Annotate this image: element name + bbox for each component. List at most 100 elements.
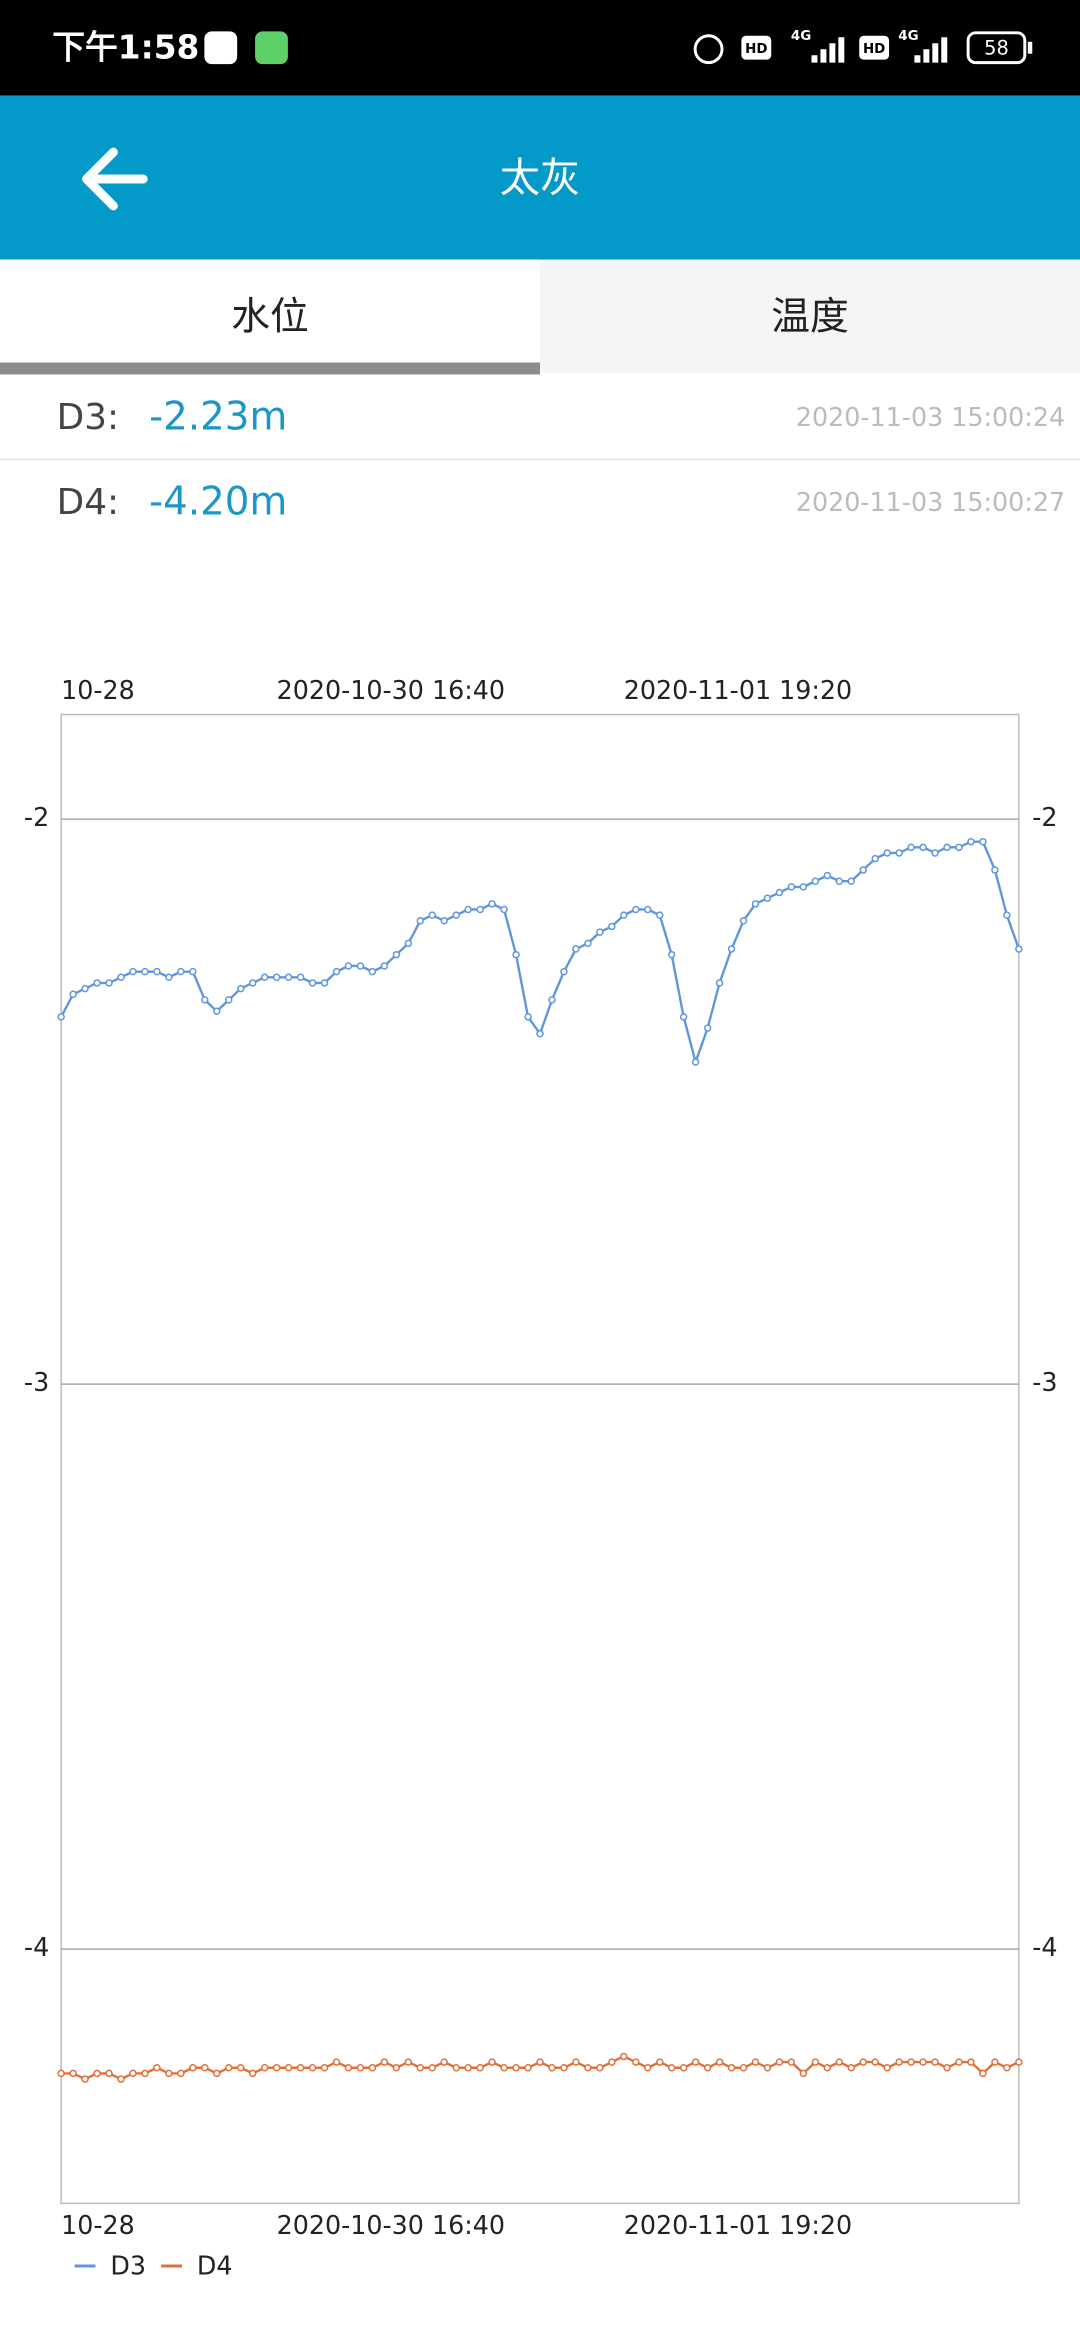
data-point: [380, 2058, 389, 2066]
data-point: [260, 2064, 269, 2072]
data-point: [943, 843, 951, 852]
back-button[interactable]: [82, 147, 148, 211]
data-point: [236, 984, 245, 993]
y-tick-label: -4: [24, 1932, 49, 1962]
data-point: [560, 967, 568, 976]
data-point: [811, 2058, 820, 2066]
data-point: [596, 928, 604, 936]
data-point: [189, 2064, 197, 2072]
tab[interactable]: [540, 259, 1080, 373]
data-point: [548, 996, 556, 1004]
data-point: [967, 837, 975, 846]
data-point: [213, 2069, 221, 2078]
data-point: [895, 2058, 903, 2066]
data-point: [763, 894, 772, 902]
data-point: [512, 2064, 520, 2072]
data-point: [632, 2058, 640, 2066]
data-point: [500, 2064, 508, 2072]
tab-label[interactable]: 水位: [231, 295, 309, 340]
data-point: [81, 984, 89, 993]
data-point: [560, 2064, 568, 2072]
data-point: [368, 967, 377, 976]
data-point: [129, 967, 137, 976]
signal-icon: [811, 37, 845, 63]
data-point: [620, 2052, 628, 2061]
data-point: [512, 950, 520, 959]
data-point: [153, 2064, 161, 2072]
series-line: [60, 840, 1020, 1067]
data-point: [751, 2058, 760, 2066]
data-point: [596, 2064, 604, 2072]
data-point: [476, 905, 484, 914]
data-point: [859, 866, 867, 874]
page-title: 太灰: [500, 156, 581, 202]
data-point: [1015, 945, 1023, 953]
data-point: [739, 2064, 748, 2072]
data-point: [644, 905, 652, 914]
data-point: [883, 2064, 891, 2072]
data-point: [859, 2058, 867, 2066]
data-point: [979, 837, 987, 846]
data-point: [153, 967, 161, 976]
data-point: [727, 2064, 736, 2072]
data-point: [117, 2075, 125, 2083]
data-point: [308, 2064, 317, 2072]
data-point: [632, 905, 640, 914]
data-point: [644, 2064, 652, 2072]
data-point: [715, 2058, 724, 2066]
tab-label[interactable]: 温度: [771, 295, 849, 340]
data-point: [464, 905, 472, 914]
x-tick-label: 2020-10-30 16:40: [277, 2210, 505, 2240]
data-point: [452, 2064, 460, 2072]
data-point: [572, 945, 580, 953]
data-point: [943, 2064, 951, 2072]
data-point: [1015, 2058, 1023, 2066]
data-point: [476, 2064, 484, 2072]
data-point: [727, 945, 736, 953]
data-point: [225, 996, 233, 1004]
data-point: [236, 2064, 245, 2072]
data-point: [225, 2064, 233, 2072]
data-point: [847, 877, 855, 885]
hd-badge: [741, 35, 772, 60]
data-point: [117, 973, 125, 982]
data-point: [1003, 911, 1011, 919]
data-point: [775, 2058, 784, 2066]
app-icon: [204, 31, 238, 65]
app-bar: [0, 95, 1080, 260]
data-point: [141, 967, 149, 976]
data-point: [679, 1013, 688, 1021]
data-point: [931, 849, 939, 857]
x-tick-label: 10-28: [61, 2210, 135, 2240]
tab[interactable]: [0, 259, 540, 373]
data-point: [201, 996, 209, 1004]
data-point: [404, 939, 413, 948]
data-point: [823, 2064, 832, 2072]
reading-label: D3:: [57, 397, 119, 438]
legend-label: D4: [197, 2250, 233, 2280]
data-point: [524, 2064, 532, 2072]
data-point: [655, 2058, 664, 2066]
data-point: [883, 849, 891, 857]
data-point: [93, 2069, 101, 2078]
data-point: [428, 911, 436, 919]
data-point: [608, 2058, 616, 2066]
data-point: [536, 2058, 544, 2066]
data-point: [548, 2064, 556, 2072]
data-point: [452, 911, 460, 919]
data-point: [787, 2058, 796, 2066]
signal-icon: [914, 37, 948, 63]
data-point: [344, 962, 353, 970]
reading-time: 2020-11-03 15:00:27: [796, 487, 1065, 517]
data-point: [775, 888, 784, 897]
reading-label: D4:: [57, 482, 119, 523]
data-point: [787, 883, 796, 891]
data-point: [919, 2058, 927, 2066]
data-point: [931, 2058, 939, 2066]
data-point: [213, 1007, 221, 1015]
tab-indicator: [0, 362, 540, 375]
data-point: [428, 2064, 436, 2072]
data-point: [667, 2064, 676, 2072]
x-tick-label: 10-28: [61, 675, 135, 705]
data-point: [81, 2075, 89, 2083]
